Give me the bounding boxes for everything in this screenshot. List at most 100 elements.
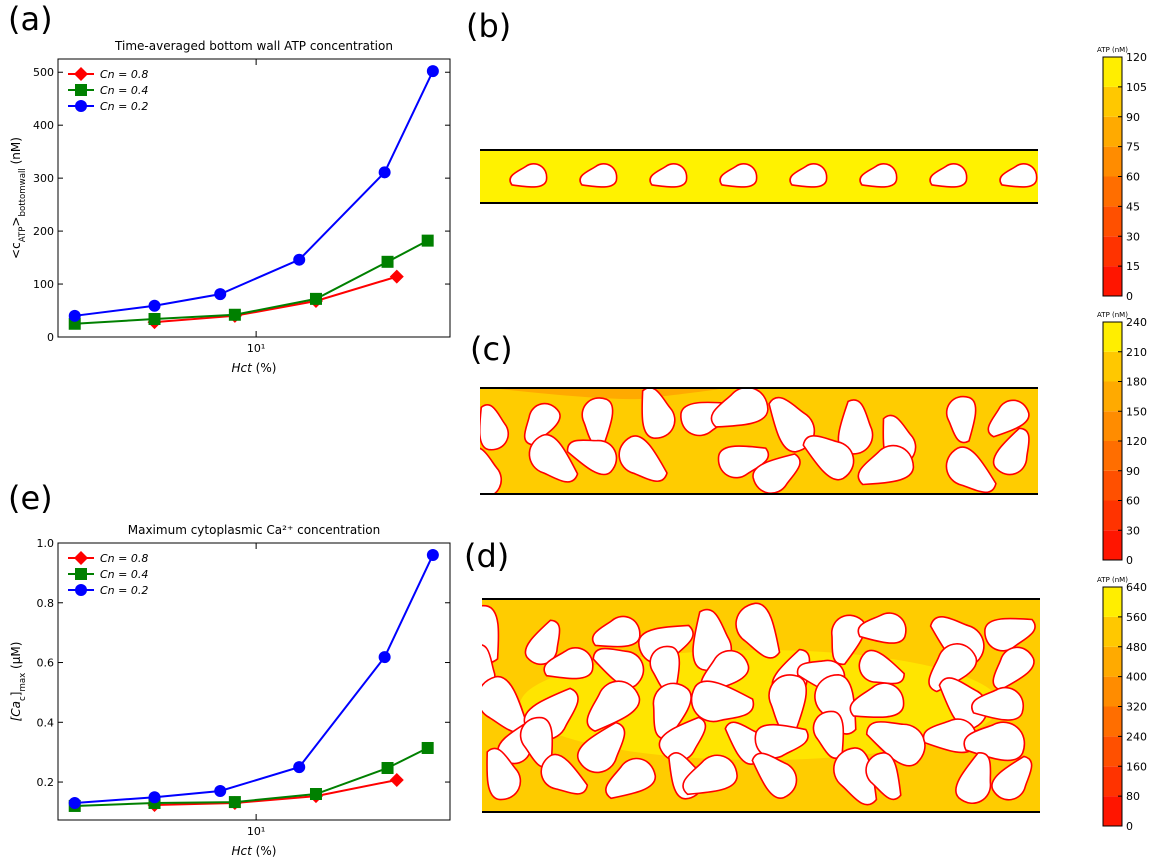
- color-band: [1103, 766, 1122, 797]
- marker: [75, 584, 87, 596]
- cell: [1070, 164, 1107, 187]
- colorbar-tick-label: 240: [1126, 316, 1147, 329]
- marker: [309, 292, 322, 305]
- color-band: [1103, 706, 1122, 737]
- color-band: [1103, 500, 1122, 531]
- chart-title: Maximum cytoplasmic Ca²⁺ concentration: [128, 523, 380, 537]
- colorbar-tick-label: 75: [1126, 141, 1140, 154]
- colorbar-tick-label: 0: [1126, 290, 1133, 303]
- axis-label: <cATP>bottomwall (nM): [9, 137, 28, 259]
- colorbar-tick-label: 240: [1126, 730, 1147, 743]
- cell: [831, 614, 866, 665]
- marker: [381, 255, 394, 268]
- colorbar-tick-label: 560: [1126, 611, 1147, 624]
- cell: [579, 163, 618, 188]
- color-band: [1103, 530, 1122, 560]
- cell: [576, 721, 626, 774]
- axis-label: Hct (%): [232, 844, 277, 858]
- y-tick-label: 300: [33, 172, 54, 185]
- colorbar-title: ATP (nM): [1097, 311, 1128, 319]
- cell: [641, 388, 676, 439]
- color-band: [1103, 796, 1122, 826]
- colorbar-tick-label: 210: [1126, 346, 1147, 359]
- channel-d: [482, 598, 1040, 813]
- marker: [148, 312, 161, 325]
- cell: [591, 615, 641, 648]
- colorbar-tick-label: 0: [1126, 554, 1133, 567]
- label-part: bottomwall: [18, 168, 28, 216]
- cell: [955, 752, 992, 804]
- label-part: <c: [9, 242, 23, 259]
- label-part: max: [18, 673, 28, 692]
- cell: [735, 602, 781, 659]
- colorbar-tick-label: 90: [1126, 465, 1140, 478]
- color-band: [1103, 206, 1122, 237]
- cell: [486, 747, 522, 801]
- colorbar-tick-label: 30: [1126, 230, 1140, 243]
- colorbar-tick-label: 80: [1126, 790, 1140, 803]
- panel-label: (d): [464, 537, 509, 575]
- chart-title: Time-averaged bottom wall ATP concentrat…: [114, 39, 393, 53]
- cell: [480, 404, 510, 451]
- color-band: [1103, 470, 1122, 501]
- legend-label: Cn = 0.8: [100, 68, 148, 81]
- marker: [228, 308, 241, 321]
- cell: [992, 427, 1030, 476]
- color-band: [1103, 411, 1122, 441]
- colorbar-tick-label: 480: [1126, 641, 1147, 654]
- cell: [987, 399, 1030, 438]
- channel-c: [480, 387, 1038, 495]
- colorbar-tick-label: 45: [1126, 200, 1140, 213]
- plot-frame: [57, 58, 451, 338]
- color-band: [1103, 176, 1122, 207]
- cell: [566, 439, 618, 476]
- cell: [857, 444, 915, 486]
- y-tick-label: 0.4: [37, 716, 55, 729]
- colorbar-tick-label: 180: [1126, 376, 1147, 389]
- cell: [480, 446, 502, 494]
- cell: [509, 163, 548, 188]
- colorbar-tick-label: 320: [1126, 701, 1147, 714]
- color-band: [1103, 616, 1122, 647]
- cell: [690, 680, 755, 723]
- label-part: c: [18, 696, 28, 701]
- marker: [389, 269, 404, 284]
- cell: [751, 752, 798, 799]
- cell: [858, 649, 905, 685]
- y-tick-label: 100: [33, 278, 54, 291]
- marker: [75, 100, 87, 112]
- marker: [389, 772, 404, 787]
- marker: [421, 234, 434, 247]
- cell: [523, 402, 561, 446]
- color-band: [1103, 351, 1122, 382]
- y-tick-label: 0: [47, 331, 54, 344]
- colorbar-tick-label: 105: [1126, 81, 1147, 94]
- cell: [605, 757, 657, 800]
- y-tick-label: 500: [33, 66, 54, 79]
- legend-label: Cn = 0.8: [100, 552, 148, 565]
- colorbar-tick-label: 120: [1126, 51, 1147, 64]
- colorbar-tick-label: 160: [1126, 760, 1147, 773]
- series-line: [154, 275, 398, 324]
- series-line: [154, 778, 397, 807]
- axis-label: [Cac]max (μM): [9, 642, 28, 722]
- label-part: Hct: [232, 844, 254, 858]
- color-band: [1103, 116, 1122, 147]
- cell: [482, 676, 529, 733]
- cell: [991, 755, 1033, 801]
- legend-label: Cn = 0.2: [100, 100, 148, 113]
- label-part: (nM): [9, 137, 23, 168]
- cell: [992, 646, 1035, 691]
- color-band: [1103, 646, 1122, 677]
- x-tick-label: 10¹: [247, 825, 265, 838]
- series-line: [74, 554, 434, 804]
- cell: [802, 435, 855, 481]
- colorbar-tick-label: 30: [1126, 524, 1140, 537]
- colorbar-title: ATP (nM): [1097, 576, 1128, 584]
- color-band: [1103, 146, 1122, 177]
- color-band: [1103, 381, 1122, 412]
- color-band: [1103, 736, 1122, 767]
- y-tick-label: 0.8: [37, 597, 55, 610]
- panel-label: (b): [466, 7, 511, 45]
